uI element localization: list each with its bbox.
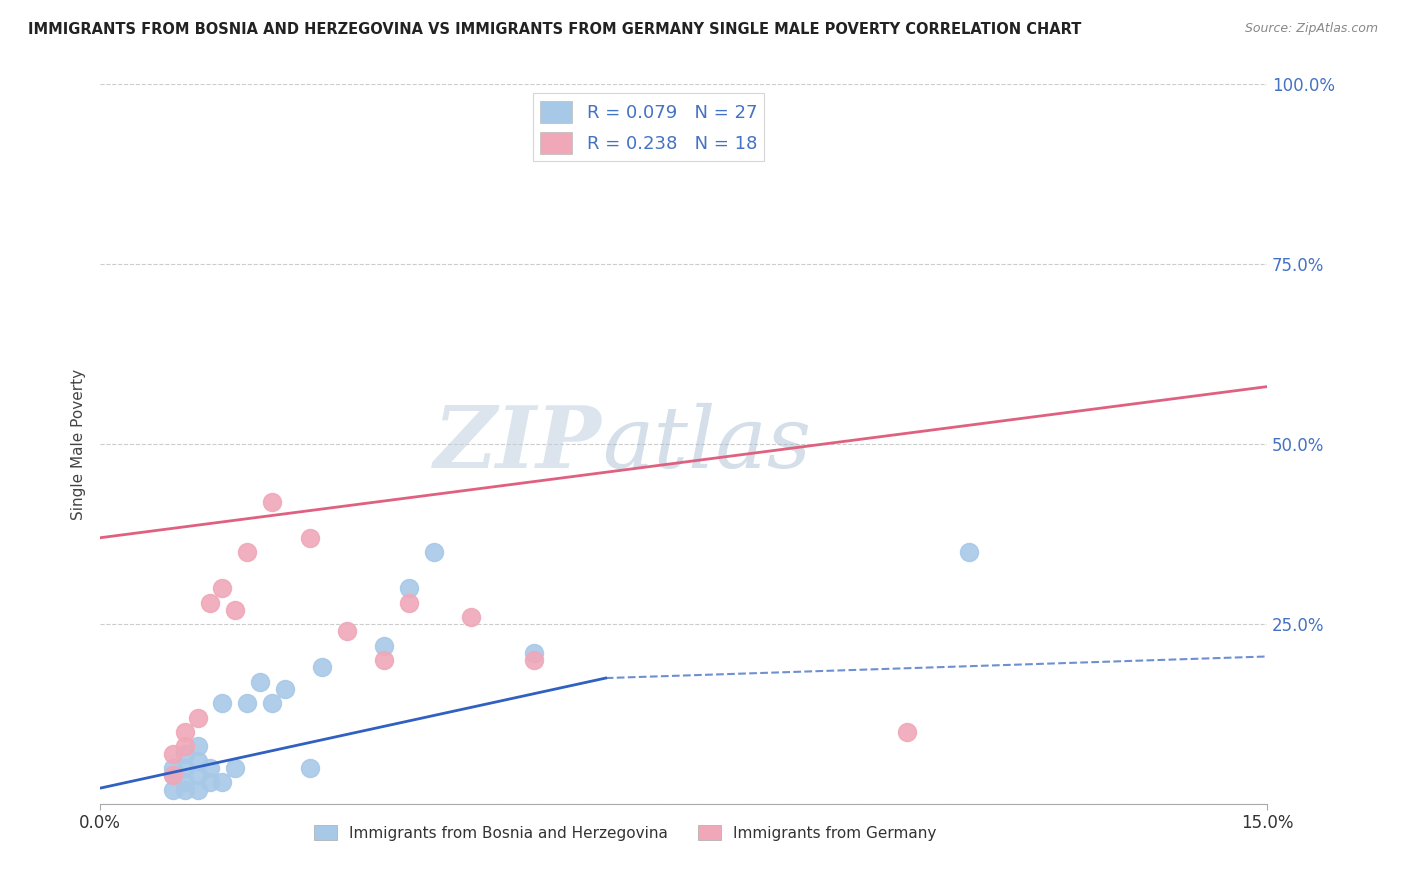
Text: IMMIGRANTS FROM BOSNIA AND HERZEGOVINA VS IMMIGRANTS FROM GERMANY SINGLE MALE PO: IMMIGRANTS FROM BOSNIA AND HERZEGOVINA V… [28, 22, 1081, 37]
Y-axis label: Single Male Poverty: Single Male Poverty [72, 368, 86, 520]
Legend: R = 0.079   N = 27, R = 0.238   N = 18: R = 0.079 N = 27, R = 0.238 N = 18 [533, 94, 765, 161]
Text: Source: ZipAtlas.com: Source: ZipAtlas.com [1244, 22, 1378, 36]
Text: ZIP: ZIP [434, 402, 602, 486]
Text: atlas: atlas [602, 403, 811, 485]
